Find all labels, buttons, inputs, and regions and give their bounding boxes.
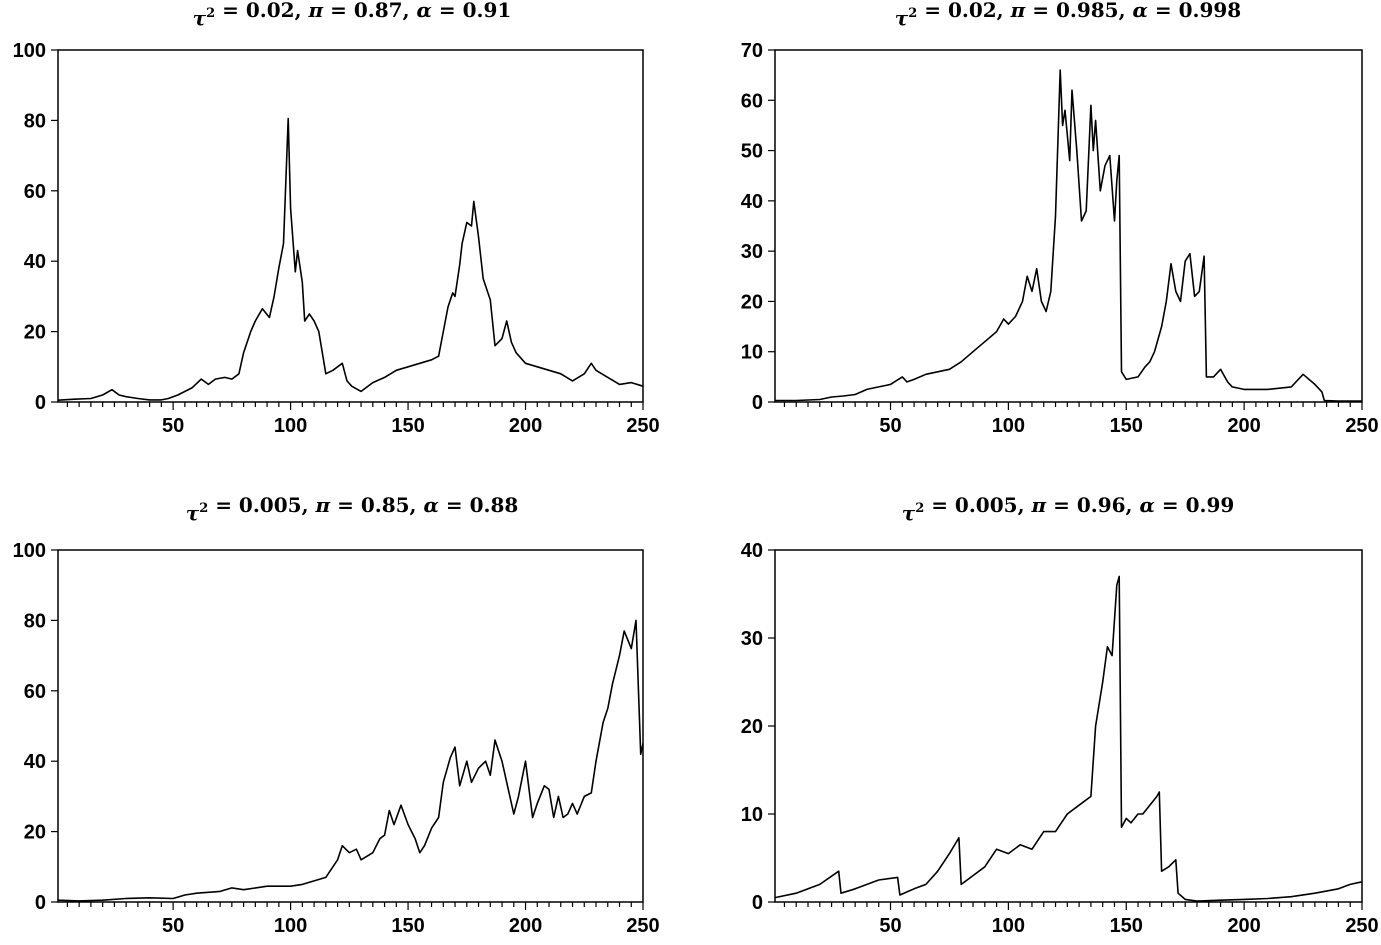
x-tick-label: 50 — [879, 915, 901, 937]
chart-panel-3: τ2 = 0.005, π = 0.85, α = 0.88 50 100 150 20… — [0, 470, 690, 945]
y-tick-label: 0 — [752, 392, 763, 414]
y-tick-label: 30 — [741, 241, 763, 263]
x-tick-label: 100 — [992, 915, 1025, 937]
y-tick-label: 100 — [13, 540, 46, 562]
plot-frame — [57, 49, 644, 403]
y-tick-label: 10 — [741, 804, 763, 826]
y-tick-label: 60 — [24, 181, 46, 203]
y-tick-label: 60 — [24, 681, 46, 703]
title-pi-value: 0.985 — [1056, 0, 1119, 22]
y-tick-label: 70 — [741, 40, 763, 62]
y-tick-label: 20 — [741, 716, 763, 738]
plot-frame — [57, 549, 644, 903]
series-line — [775, 69, 1362, 402]
x-tick-label: 150 — [391, 915, 424, 937]
plot-frame — [774, 49, 1363, 403]
y-tick-label: 50 — [741, 141, 763, 163]
x-tick-label: 200 — [1227, 415, 1260, 437]
y-tick-label: 0 — [35, 392, 46, 414]
title-alpha-value: 0.88 — [470, 493, 519, 517]
x-tick-label: 250 — [626, 415, 659, 437]
chart-title: τ2 = 0.005, π = 0.96, α = 0.99 — [902, 493, 1235, 525]
chart-panel-1: τ2 = 0.02, π = 0.87, α = 0.91 50 100 150 200… — [0, 0, 690, 470]
series-line — [57, 619, 644, 902]
title-t2-value: 0.005 — [955, 493, 1018, 517]
y-tick-label: 20 — [24, 822, 46, 844]
chart-3: τ2 = 0.005, π = 0.85, α = 0.88 50 100 150 20… — [13, 493, 660, 937]
y-tick-label: 20 — [24, 322, 46, 344]
title-pi-value: 0.85 — [361, 493, 410, 517]
y-tick-label: 100 — [13, 40, 46, 62]
y-tick-label: 30 — [741, 628, 763, 650]
chart-panel-2: τ2 = 0.02, π = 0.985, α = 0.998 50 100 150 2… — [690, 0, 1381, 470]
title-t2-value: 0.005 — [239, 493, 302, 517]
title-t2-value: 0.02 — [948, 0, 997, 22]
y-tick-label: 40 — [24, 751, 46, 773]
y-tick-label: 0 — [752, 892, 763, 914]
x-tick-label: 250 — [1345, 915, 1378, 937]
y-tick-label: 80 — [24, 110, 46, 132]
x-tick-label: 150 — [1110, 915, 1143, 937]
chart-title: τ2 = 0.005, π = 0.85, α = 0.88 — [186, 493, 519, 525]
plot-frame — [774, 549, 1363, 903]
title-alpha-value: 0.99 — [1186, 493, 1235, 517]
x-tick-label: 100 — [992, 415, 1025, 437]
y-tick-label: 20 — [741, 291, 763, 313]
y-tick-label: 0 — [35, 892, 46, 914]
x-tick-label: 100 — [274, 415, 307, 437]
chart-title: τ2 = 0.02, π = 0.87, α = 0.91 — [193, 0, 512, 30]
y-tick-label: 10 — [741, 342, 763, 364]
title-pi-value: 0.96 — [1077, 493, 1126, 517]
x-tick-label: 200 — [1227, 915, 1260, 937]
x-tick-label: 250 — [626, 915, 659, 937]
x-tick-label: 150 — [1110, 415, 1143, 437]
x-tick-label: 100 — [274, 915, 307, 937]
x-tick-label: 200 — [509, 415, 542, 437]
y-tick-label: 40 — [24, 251, 46, 273]
y-tick-label: 40 — [741, 191, 763, 213]
chart-panel-4: τ2 = 0.005, π = 0.96, α = 0.99 50 100 150 20… — [690, 470, 1381, 945]
x-tick-label: 50 — [879, 415, 901, 437]
x-tick-label: 250 — [1345, 415, 1378, 437]
series-line — [57, 117, 644, 401]
y-tick-label: 40 — [741, 540, 763, 562]
series-line — [774, 575, 1363, 902]
title-alpha-value: 0.91 — [463, 0, 512, 22]
x-tick-label: 150 — [391, 415, 424, 437]
title-t2-value: 0.02 — [246, 0, 295, 22]
x-tick-label: 50 — [162, 415, 184, 437]
title-pi-value: 0.87 — [354, 0, 403, 22]
y-tick-label: 80 — [24, 610, 46, 632]
x-tick-label: 50 — [162, 915, 184, 937]
x-tick-label: 200 — [509, 915, 542, 937]
y-tick-label: 60 — [741, 90, 763, 112]
title-alpha-value: 0.998 — [1179, 0, 1242, 22]
chart-title: τ2 = 0.02, π = 0.985, α = 0.998 — [895, 0, 1241, 30]
